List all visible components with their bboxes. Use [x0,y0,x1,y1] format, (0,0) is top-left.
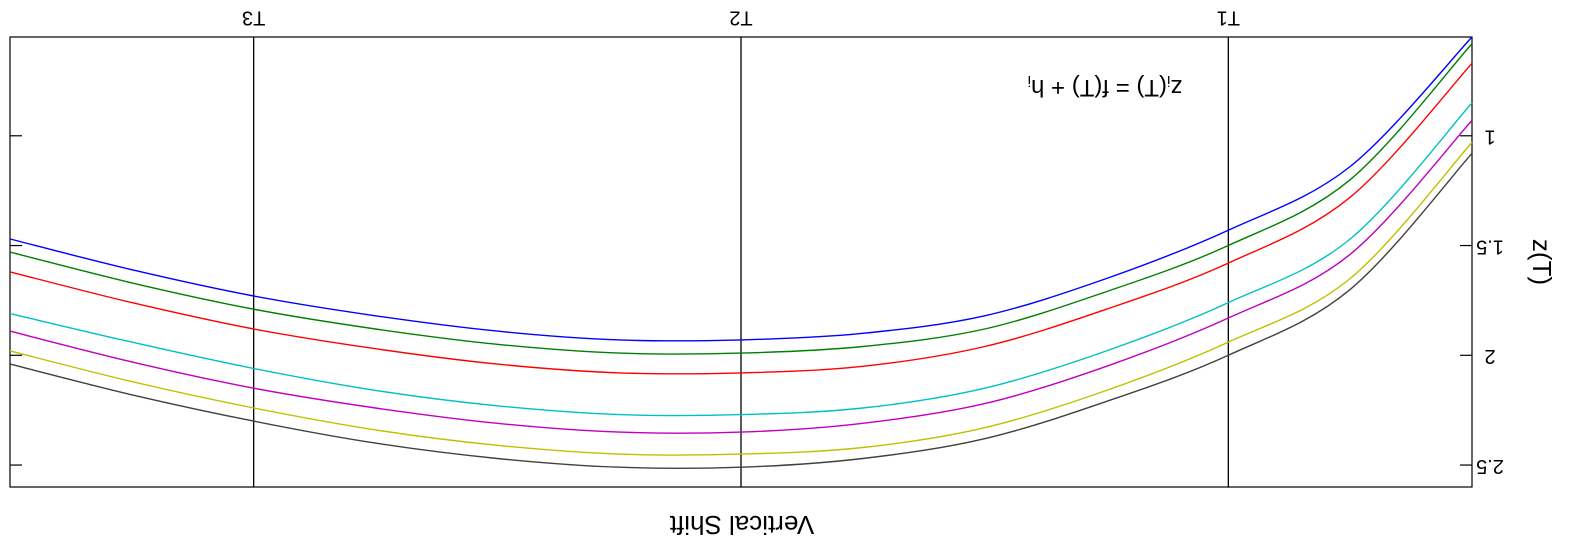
series-line-7 [9,152,1473,470]
series-lines [9,36,1473,470]
series-line-1 [9,36,1473,342]
x-tick-labels: T1 T2 T3 [242,7,1240,29]
x-tick-label-1: T1 [1217,7,1240,29]
y-tick-label-3: 2 [1484,345,1495,367]
formula-annotation: zi(T) = f(T) + hi [1028,72,1183,101]
y-tick-label-1: 1 [1484,125,1495,147]
series-line-3 [9,62,1473,375]
y-tick-label-2: 1.5 [1476,235,1504,257]
x-tick-label-2: T2 [729,7,752,29]
y-tick-label-4: 2.5 [1476,455,1504,477]
x-tick-label-3: T3 [242,7,265,29]
series-line-6 [9,141,1473,456]
y-tick-labels: 1 1.5 2 2.5 [1476,125,1504,476]
series-line-5 [9,119,1473,434]
chart-title: Vertical Shift [669,510,814,540]
vertical-lines [253,37,1229,487]
series-line-4 [9,102,1473,417]
series-line-2 [9,43,1473,355]
y-axis-label: z(T) [1527,239,1557,285]
formula-rhs-sub: i [1028,72,1031,89]
formula-mid: (T) = f(T) + h [1031,74,1167,101]
y-axis-ticks [10,135,1472,466]
formula-lhs: z [1170,74,1182,101]
formula-lhs-sub: i [1167,72,1170,89]
plot-area: T1 T2 T3 1 1.5 2 2.5 [9,7,1504,488]
